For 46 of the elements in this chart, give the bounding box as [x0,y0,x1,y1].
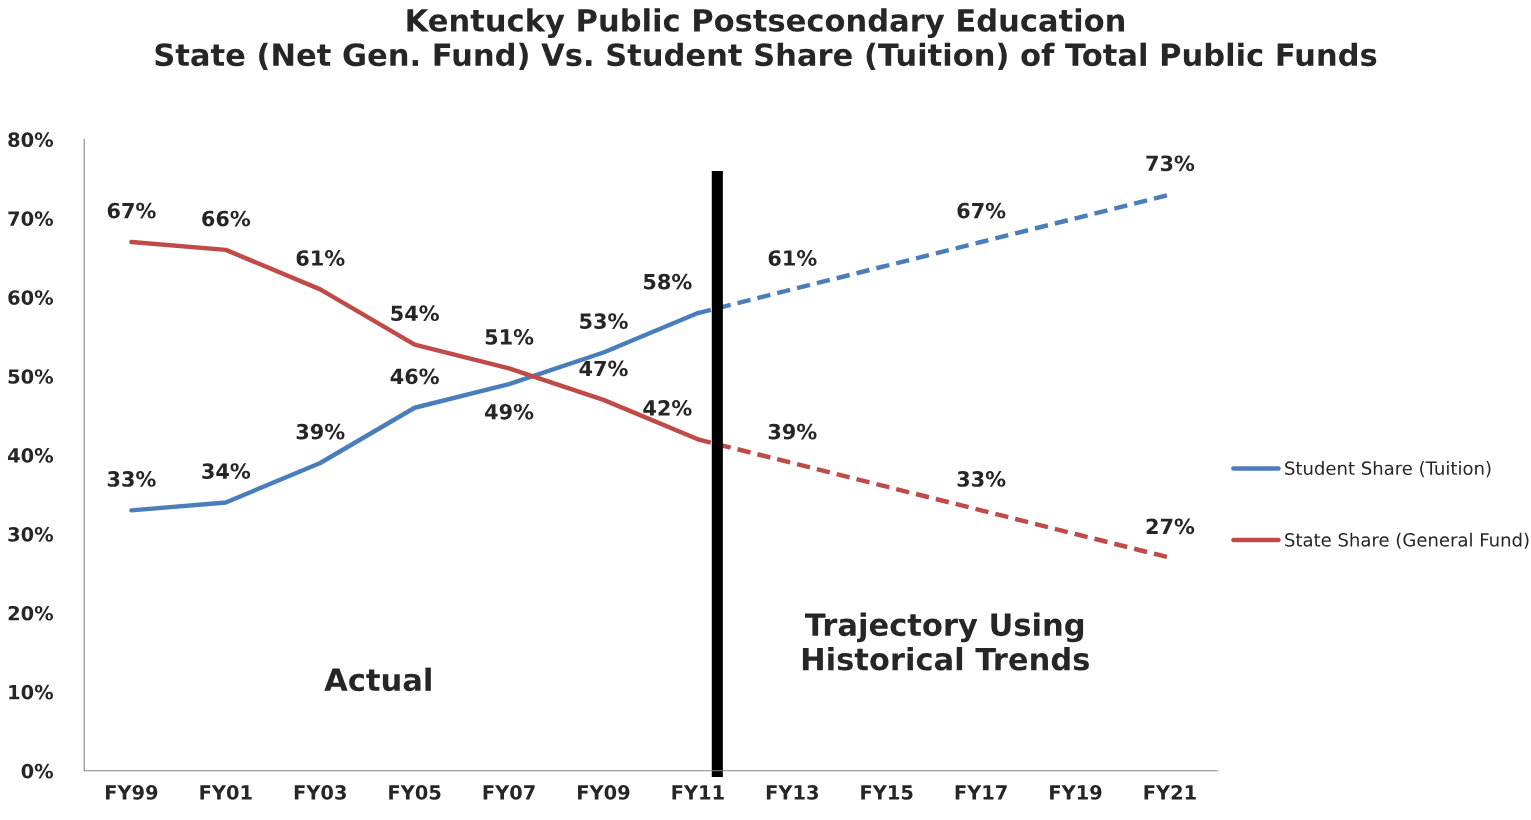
legend-label: Student Share (Tuition) [1285,461,1491,478]
y-tick-label: 80% [8,132,54,148]
y-tick-label: 70% [8,211,54,226]
data-label: 42% [643,400,692,416]
y-tick-label: 10% [9,684,54,700]
data-label: 67% [957,202,1006,219]
data-label: 53% [580,313,628,330]
x-tick-label: FY19 [1050,785,1102,800]
data-label: 51% [485,329,534,345]
data-label: 67% [107,202,156,219]
data-label: 61% [768,250,817,266]
annotation: Actual [324,667,431,692]
x-tick-label: FY17 [955,785,1007,800]
data-label: 46% [390,368,439,385]
data-label: 33% [107,471,156,487]
data-label: 34% [202,463,251,479]
y-tick-label: 60% [8,290,54,305]
data-label: 66% [202,210,251,227]
chart-title: Kentucky Public Postsecondary Education State (Net Gen. Fund) Vs. Student Share (Tuition) of Total Public Funds [155,8,1377,70]
x-tick-label: FY15 [861,785,913,800]
y-tick-label: 40% [7,448,54,463]
data-label: 27% [1146,518,1195,535]
x-tick-label: FY05 [389,785,441,800]
legend-label: State Share (General Fund) [1285,532,1529,549]
x-tick-label: FY03 [294,785,346,800]
data-label: 33% [957,471,1006,487]
y-tick-label: 0% [21,763,54,779]
data-label: 54% [391,305,439,322]
data-label: 58% [644,273,692,290]
data-label: 39% [768,423,817,440]
x-tick-label: FY99 [105,785,158,800]
y-tick-label: 20% [8,605,54,621]
data-label: 61% [296,250,345,266]
data-label: 39% [296,423,345,440]
x-tick-label: FY11 [672,785,724,800]
x-tick-label: FY13 [766,785,818,800]
data-label: 49% [485,403,534,420]
x-tick-label: FY09 [578,785,630,800]
data-label: 73% [1146,155,1195,172]
x-tick-label: FY07 [483,785,535,800]
y-tick-label: 30% [8,526,54,542]
x-tick-label: FY01 [200,785,252,800]
annotation: Trajectory Using Historical Trends [802,612,1089,671]
y-tick-label: 50% [8,369,54,384]
x-tick-label: FY21 [1144,785,1196,800]
data-label: 47% [579,360,628,377]
